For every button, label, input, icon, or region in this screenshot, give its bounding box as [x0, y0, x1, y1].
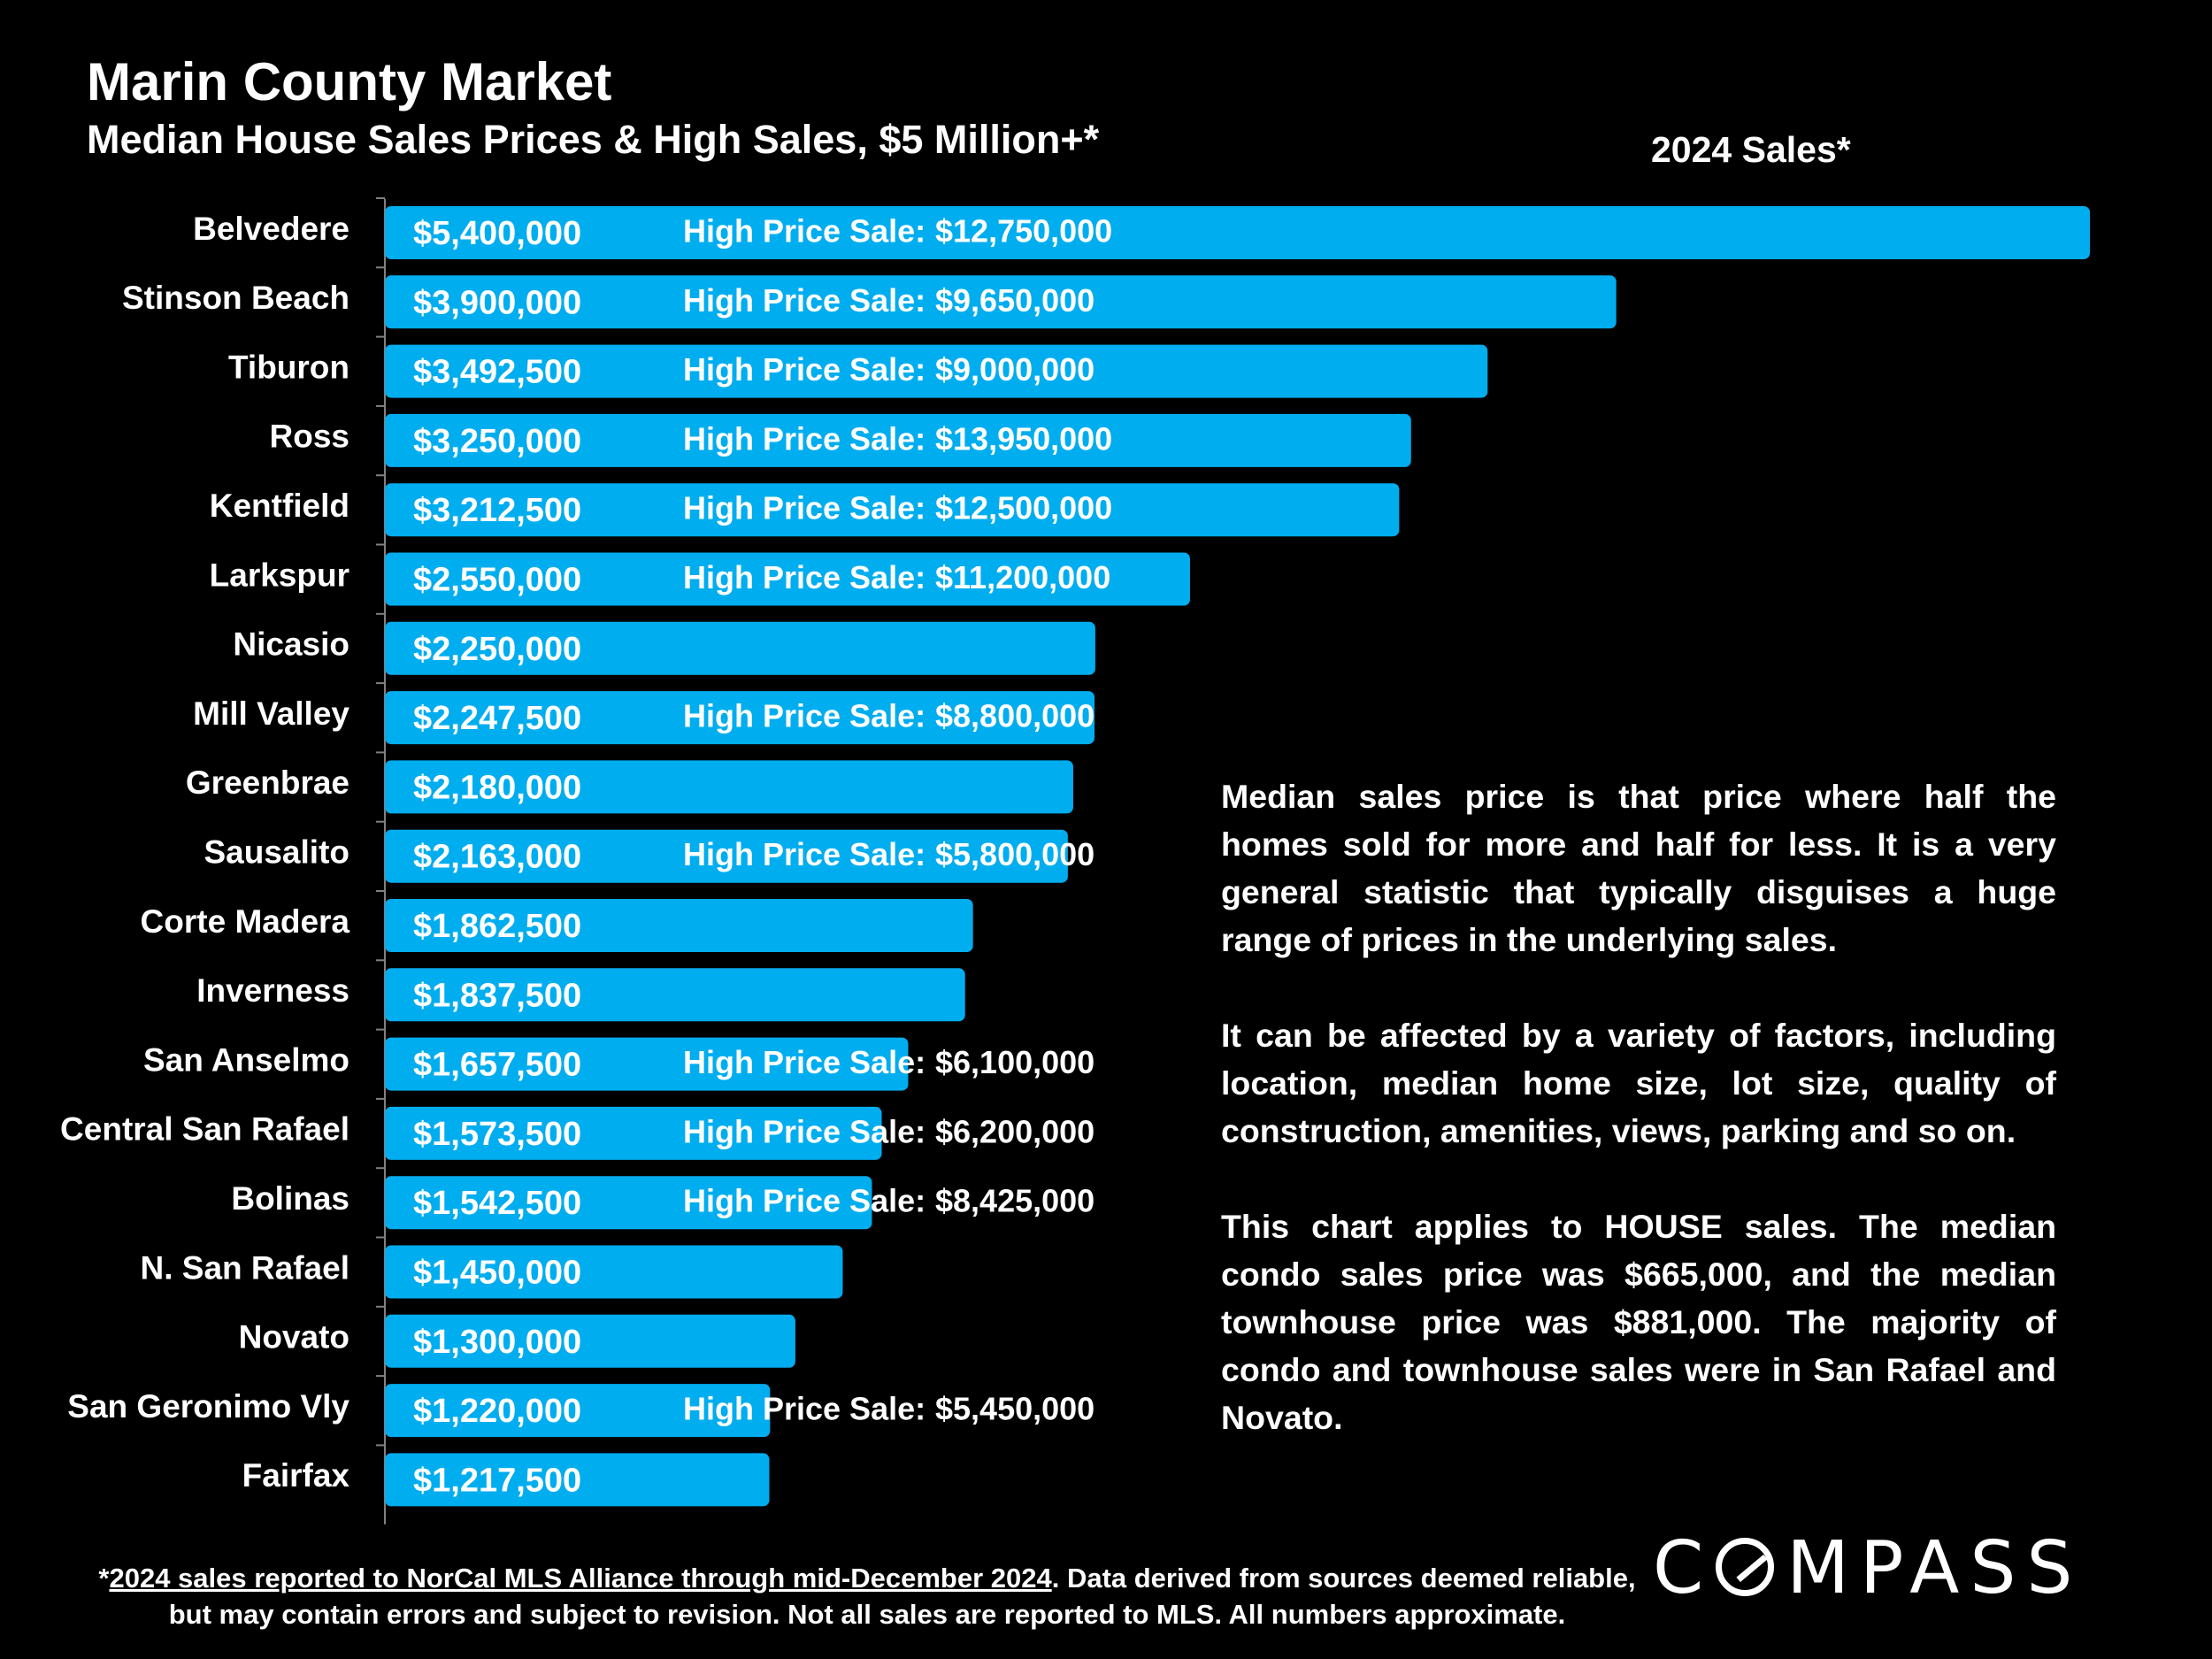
median-value-label: $2,250,000 — [413, 631, 581, 668]
bar-1 — [385, 206, 2090, 259]
median-value-label: $1,862,500 — [413, 908, 581, 945]
high-sale-value: $5,800,000 — [935, 836, 1094, 872]
median-value-label: $1,657,500 — [413, 1047, 581, 1084]
explanation-paragraph-1: Median sales price is that price where h… — [1221, 778, 2056, 958]
year-label: 2024 Sales* — [1651, 129, 1851, 170]
bar-7 — [385, 621, 1095, 675]
median-value-label: $3,250,000 — [413, 423, 581, 460]
high-sale-label: High Price Sale: — [683, 213, 926, 250]
high-sale-label: High Price Sale: — [683, 282, 926, 319]
median-value-label: $3,212,500 — [413, 492, 581, 529]
high-sale-value: $11,200,000 — [935, 559, 1110, 595]
category-label: Nicasio — [233, 626, 349, 663]
median-value-label: $1,837,500 — [413, 977, 581, 1014]
median-value-label: $2,247,500 — [413, 700, 581, 737]
category-label: Larkspur — [210, 557, 349, 593]
high-sale-value: $6,200,000 — [935, 1113, 1094, 1149]
high-sale-label: High Price Sale: — [683, 1113, 926, 1149]
high-sale-value: $5,450,000 — [935, 1391, 1094, 1427]
median-value-label: $1,573,500 — [413, 1116, 581, 1153]
median-value-label: $1,542,500 — [413, 1185, 581, 1222]
bar-17 — [385, 1314, 795, 1368]
high-sale-value: $12,750,000 — [935, 213, 1112, 250]
high-sale-value: $8,425,000 — [935, 1183, 1094, 1219]
chart-title: Marin County Market — [87, 52, 612, 111]
median-value-label: $3,900,000 — [413, 284, 581, 321]
median-value-label: $2,163,000 — [413, 839, 581, 876]
footnote: *2024 sales reported to NorCal MLS Allia… — [98, 1563, 1636, 1630]
high-sale-label: High Price Sale: — [683, 836, 926, 872]
bar-16 — [385, 1245, 843, 1299]
high-sale-label: High Price Sale: — [683, 420, 926, 457]
category-label: N. San Rafael — [141, 1249, 349, 1286]
category-label: Tiburon — [228, 349, 349, 385]
bar-19 — [385, 1453, 770, 1507]
category-label: Corte Madera — [141, 903, 350, 940]
bar-9 — [385, 760, 1073, 814]
footnote-disclaimer: . Data derived from sources deemed relia… — [168, 1563, 1636, 1630]
footnote-source: 2024 sales reported to NorCal MLS Allian… — [109, 1563, 1052, 1594]
category-label: Stinson Beach — [122, 280, 349, 316]
explanation-paragraph-3: This chart applies to HOUSE sales. The m… — [1221, 1208, 2056, 1436]
high-sale-label: High Price Sale: — [683, 698, 926, 734]
explanation-text: Median sales price is that price where h… — [1221, 772, 2056, 1489]
high-sale-label: High Price Sale: — [683, 1044, 926, 1080]
median-value-label: $1,300,000 — [413, 1324, 581, 1361]
bar-15 — [385, 1176, 872, 1230]
high-sale-value: $13,950,000 — [935, 420, 1112, 457]
category-label: Fairfax — [242, 1457, 350, 1494]
category-label: Novato — [239, 1319, 349, 1356]
category-label: Sausalito — [204, 833, 350, 870]
high-sale-label: High Price Sale: — [683, 490, 926, 526]
median-value-label: $5,400,000 — [413, 215, 581, 252]
median-value-label: $2,180,000 — [413, 769, 581, 806]
median-value-label: $1,220,000 — [413, 1393, 581, 1430]
high-sale-label: High Price Sale: — [683, 1391, 926, 1427]
category-label: Central San Rafael — [60, 1111, 349, 1148]
bar-13 — [385, 1037, 909, 1091]
high-sale-value: $8,800,000 — [935, 698, 1094, 734]
category-label: Ross — [270, 419, 349, 455]
high-sale-label: High Price Sale: — [683, 1183, 926, 1219]
category-label: Bolinas — [231, 1180, 349, 1217]
category-label: San Geronimo Vly — [67, 1388, 349, 1425]
bar-8 — [385, 691, 1095, 745]
bar-chart: Belvedere $5,400,000 High Price Sale: $12,7… — [60, 197, 2090, 1525]
bar-4 — [385, 413, 1411, 467]
category-label: Kentfield — [210, 488, 349, 524]
high-sale-value: $12,500,000 — [935, 490, 1112, 526]
compass-logo: C MPASS — [1653, 1526, 2084, 1610]
bar-5 — [385, 483, 1400, 537]
high-sale-value: $9,000,000 — [935, 351, 1094, 388]
median-value-label: $3,492,500 — [413, 354, 581, 391]
bar-14 — [385, 1106, 882, 1160]
high-sale-value: $9,650,000 — [935, 282, 1094, 319]
median-value-label: $1,217,500 — [413, 1462, 581, 1499]
category-label: Mill Valley — [193, 695, 349, 732]
category-label: Inverness — [196, 972, 349, 1009]
bar-18 — [385, 1384, 771, 1438]
bar-11 — [385, 899, 973, 952]
high-sale-label: High Price Sale: — [683, 559, 926, 595]
high-sale-label: High Price Sale: — [683, 351, 926, 388]
category-label: San Anselmo — [143, 1041, 349, 1078]
chart-subtitle: Median House Sales Prices & High Sales, … — [87, 117, 1100, 162]
median-value-label: $2,550,000 — [413, 562, 581, 599]
logo-o-mark — [1716, 1538, 1775, 1596]
bar-12 — [385, 968, 965, 1022]
bar-10 — [385, 829, 1068, 883]
median-value-label: $1,450,000 — [413, 1255, 581, 1292]
bar-3 — [385, 344, 1488, 398]
bar-6 — [385, 552, 1190, 606]
category-label: Belvedere — [193, 211, 349, 247]
explanation-paragraph-2: It can be affected by a variety of facto… — [1221, 1017, 2056, 1149]
category-label: Greenbrae — [186, 764, 349, 801]
bar-2 — [385, 275, 1617, 329]
high-sale-value: $6,100,000 — [935, 1044, 1094, 1080]
